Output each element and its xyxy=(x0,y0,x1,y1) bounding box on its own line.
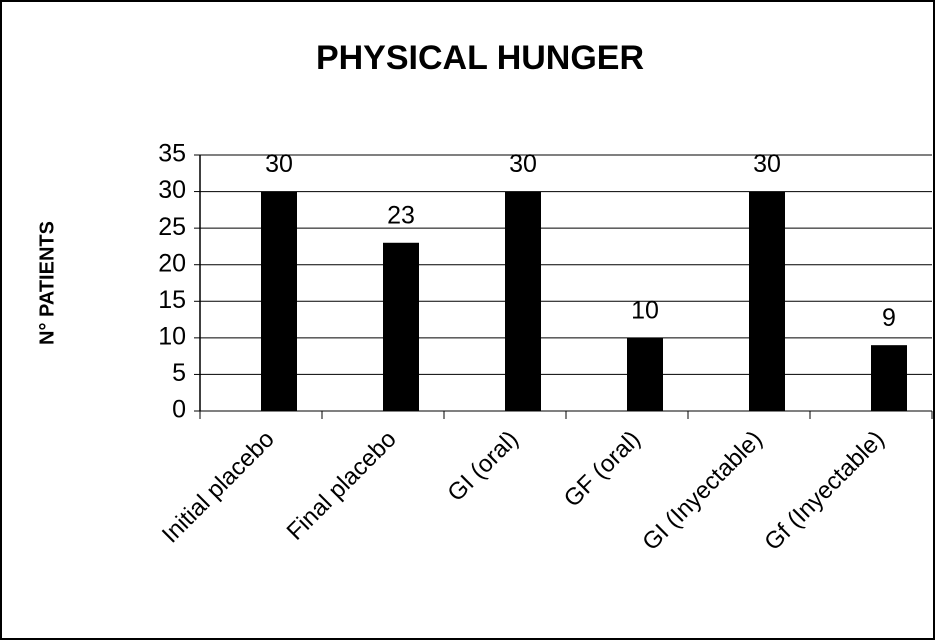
bar xyxy=(505,191,541,411)
bar xyxy=(627,337,663,411)
data-label: 9 xyxy=(882,304,896,332)
data-label: 30 xyxy=(265,150,293,178)
bar xyxy=(871,345,907,411)
data-label: 30 xyxy=(753,150,781,178)
y-tick-label: 0 xyxy=(172,396,186,424)
y-tick-label: 10 xyxy=(158,322,186,350)
y-tick-label: 20 xyxy=(158,249,186,277)
y-tick-label: 5 xyxy=(172,359,186,387)
data-label: 10 xyxy=(631,296,659,324)
y-tick-label: 15 xyxy=(158,286,186,314)
bar xyxy=(749,191,785,411)
data-label: 23 xyxy=(387,201,415,229)
y-tick-label: 35 xyxy=(158,140,186,168)
bar xyxy=(383,242,419,411)
y-axis-label: N° PATIENTS xyxy=(36,221,58,345)
data-label: 30 xyxy=(509,150,537,178)
y-tick-label: 30 xyxy=(158,176,186,204)
bar xyxy=(261,191,297,411)
y-tick-label: 25 xyxy=(158,213,186,241)
chart-title: PHYSICAL HUNGER xyxy=(316,39,644,77)
